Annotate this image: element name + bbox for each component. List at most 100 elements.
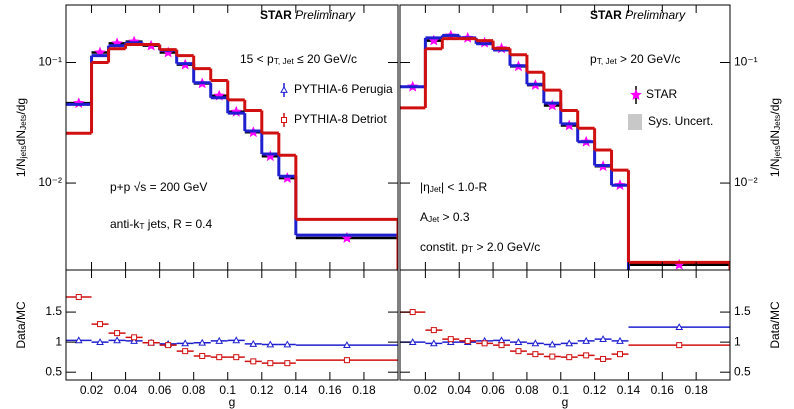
- text-part: jets: [772, 145, 782, 159]
- text-part: jets, R = 0.4: [144, 217, 212, 231]
- y-axis-label: Data/MC: [768, 301, 782, 349]
- ratio-point: [343, 357, 350, 364]
- legend-sys-box: [628, 114, 642, 130]
- header: STAR Preliminary: [260, 8, 356, 22]
- x-tick-label: 0.18: [352, 383, 376, 397]
- text-part: jets: [18, 145, 28, 159]
- data-point: [230, 105, 242, 117]
- ratio-point: [283, 340, 292, 348]
- ratio-point: [676, 342, 683, 349]
- ratio-point: [617, 351, 623, 358]
- text-part: constit. p: [420, 240, 468, 254]
- x-tick-label: 0.14: [284, 383, 308, 397]
- text-part: T: [139, 221, 144, 231]
- ratio-point: [216, 354, 223, 361]
- ratio-point: [409, 309, 416, 316]
- text-part: T, Jet: [274, 56, 295, 66]
- x-tick-label: 0.08: [182, 383, 206, 397]
- text-part: p+p √s = 200 GeV: [110, 180, 207, 194]
- ratio-point: [266, 340, 275, 348]
- text-part: STAR: [590, 8, 622, 22]
- text-part: A: [420, 210, 428, 224]
- ratio-point: [249, 339, 258, 347]
- ratio-point: [548, 340, 557, 348]
- ratio-point: [447, 336, 454, 343]
- x-axis-label: g: [562, 395, 569, 409]
- data-point: [73, 97, 85, 108]
- ratio-point: [532, 351, 539, 358]
- plot-area: [66, 294, 398, 367]
- text-part: p: [590, 52, 597, 66]
- ratio-point: [616, 336, 624, 344]
- y-tick-label: 0.5: [45, 364, 62, 378]
- x-tick-label: 0.12: [583, 383, 607, 397]
- legend-label: Sys. Uncert.: [648, 114, 713, 128]
- ratio-point: [531, 339, 540, 347]
- frame: [65, 269, 399, 381]
- y-tick-label: 10⁻²: [38, 175, 62, 189]
- ratio-point: [199, 352, 206, 359]
- ratio-point: [131, 334, 138, 341]
- ratio-point: [600, 355, 607, 362]
- text-part: T: [468, 244, 473, 254]
- annotation: anti-kT jets, R = 0.4: [110, 217, 212, 231]
- ratio-point: [74, 336, 83, 344]
- ratio-point: [148, 339, 155, 346]
- ratio-point: [343, 341, 351, 349]
- x-tick-label: 0.02: [414, 383, 438, 397]
- legend-marker: [280, 85, 288, 93]
- ratio-point: [182, 348, 189, 355]
- text-part: Data/MC: [768, 301, 782, 349]
- legend-marker: [630, 89, 642, 100]
- x-tick-label: 0.04: [114, 383, 138, 397]
- frame: [399, 4, 731, 271]
- x-tick-label: 0.14: [617, 383, 641, 397]
- text-part: > 0.3: [439, 210, 470, 224]
- text-part: Jets: [772, 115, 782, 130]
- text-part: Jet: [430, 184, 442, 194]
- ratio-point: [113, 336, 121, 344]
- ratio-point: [232, 336, 241, 344]
- x-tick-label: 0.1: [552, 383, 569, 397]
- ratio-point: [198, 338, 207, 346]
- y-tick-label: 1.5: [734, 304, 751, 318]
- data-point: [162, 46, 174, 58]
- y-axis-label: Data/MC: [14, 301, 28, 349]
- text-part: anti-k: [110, 217, 140, 231]
- text-part: /dg: [14, 98, 28, 115]
- ratio-point: [233, 354, 240, 361]
- ratio-point: [75, 294, 82, 301]
- text-part: > 20 GeV/c: [617, 52, 681, 66]
- ratio-point: [566, 354, 573, 361]
- ratio-point: [429, 339, 438, 347]
- ratio-point: [96, 338, 104, 346]
- plot-area: [400, 29, 730, 270]
- text-part: STAR: [260, 8, 292, 22]
- text-part: Jets: [18, 115, 28, 130]
- y-tick-label: 1.5: [45, 304, 62, 318]
- plot-area: [66, 35, 398, 270]
- x-tick-label: 0.12: [250, 383, 274, 397]
- data-point: [264, 150, 276, 162]
- y-tick-label: 1: [55, 334, 62, 348]
- data-point: [341, 232, 353, 243]
- ratio-point: [97, 321, 104, 328]
- x-tick-label: 0.16: [318, 383, 342, 397]
- x-tick-label: 0.1: [219, 383, 236, 397]
- ratio-point: [430, 327, 437, 334]
- data-point: [478, 36, 491, 48]
- ratio-point: [498, 342, 505, 349]
- data-point: [94, 46, 106, 58]
- text-part: ≤ 20 GeV/c: [294, 52, 357, 66]
- text-part: 1/N: [768, 158, 782, 177]
- plot-area: [400, 309, 730, 362]
- text-part: Data/MC: [14, 301, 28, 349]
- y-tick-label: 10⁻¹: [38, 55, 62, 69]
- annotation: AJet > 0.3: [420, 210, 470, 224]
- header: STAR Preliminary: [590, 8, 686, 22]
- text-part: dN: [768, 130, 782, 145]
- x-tick-label: 0.04: [448, 383, 472, 397]
- text-part: 1/N: [14, 158, 28, 177]
- frame: [399, 269, 731, 381]
